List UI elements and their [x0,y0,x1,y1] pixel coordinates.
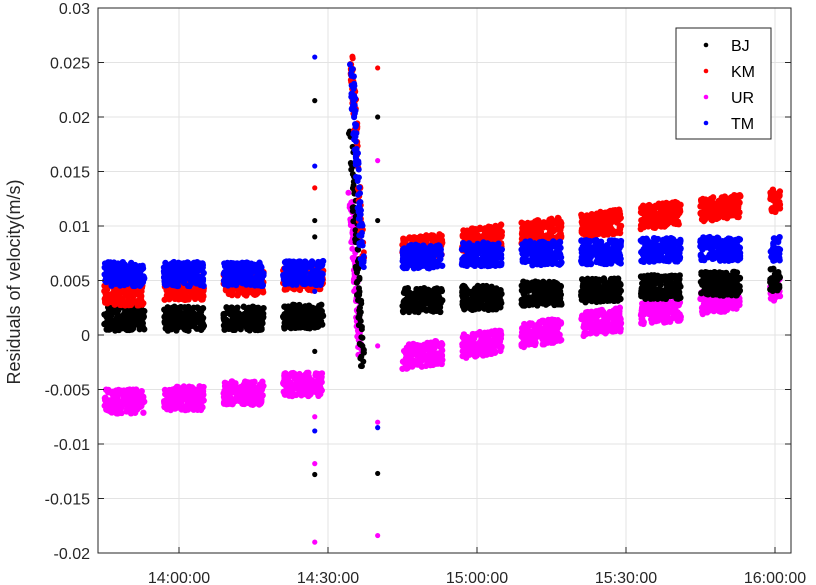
legend-marker-icon [703,94,709,100]
cluster-ur [637,294,684,328]
cluster-bj [518,278,565,309]
legend-label: BJ [731,38,750,55]
y-tick-label: 0.025 [50,56,90,73]
y-tick-label: -0.02 [54,546,91,563]
cluster-bj [767,265,784,294]
x-tick-label: 14:30:00 [297,570,359,585]
cluster-tm [518,238,565,269]
y-tick-label: 0 [81,328,90,345]
legend-label: UR [731,90,754,107]
legend-label: TM [731,116,754,133]
x-tick-label: 16:00:00 [744,570,806,585]
y-tick-label: 0.03 [59,1,90,18]
cluster-tm [637,234,684,266]
cluster-tm [399,241,446,272]
cluster-km [697,191,744,225]
y-tick-label: 0.02 [59,110,90,127]
cluster-tm [280,257,327,289]
cluster-ur [578,304,625,340]
cluster-km [767,186,784,216]
legend-item-km: KM [703,64,755,81]
cluster-tm [578,237,625,268]
y-tick-label: -0.005 [45,383,90,400]
y-tick-label: 0.005 [50,274,90,291]
cluster-km [578,206,625,241]
y-tick-label: -0.01 [54,437,91,454]
legend-marker-icon [703,42,709,48]
y-axis-label: Residuals of velocity(m/s) [4,179,24,384]
cluster-ur [518,316,565,351]
legend-item-tm: TM [703,116,754,133]
cluster-bj [220,303,267,334]
cluster-tm [220,259,267,290]
cluster-bj [637,272,684,303]
cluster-bj [578,275,625,306]
y-tick-label: -0.015 [45,492,90,509]
cluster-bj [399,284,446,316]
cluster-ur [280,369,326,400]
cluster-tm [458,239,506,270]
cluster-tm [767,233,784,264]
legend-label: KM [731,64,755,81]
legend-item-bj: BJ [703,38,750,55]
cluster-bj [459,282,505,314]
cluster-km [637,198,684,233]
cluster-ur [101,386,148,417]
legend: BJ KM UR TM [675,27,772,140]
y-tick-label: 0.01 [59,219,90,236]
transient-spike [312,53,381,545]
cluster-tm [101,258,148,290]
legend-marker-icon [703,68,709,74]
cluster-bj [161,303,208,334]
data-points [101,53,784,545]
x-tick-label: 14:00:00 [148,570,210,585]
cluster-km [101,278,147,309]
cluster-bj [697,268,744,299]
cluster-ur [399,338,446,372]
cluster-km [459,221,506,256]
x-tick-label: 15:00:00 [446,570,508,585]
legend-item-ur: UR [703,90,754,107]
cluster-tm [697,233,744,264]
cluster-ur [161,383,207,414]
x-tick-label: 15:30:00 [595,570,657,585]
cluster-ur [220,378,267,408]
cluster-ur [459,327,505,361]
y-axis-ticks: -0.02 -0.015 -0.01 -0.005 0 0.005 0.01 0.015 0.0… [45,1,791,563]
y-tick-label: 0.015 [50,165,90,182]
x-axis-ticks: 14:00:00 14:30:00 15:00:00 15:30:00 16:00:00 [148,547,806,585]
cluster-bj [280,301,327,332]
legend-marker-icon [703,120,709,126]
cluster-tm [160,258,207,290]
